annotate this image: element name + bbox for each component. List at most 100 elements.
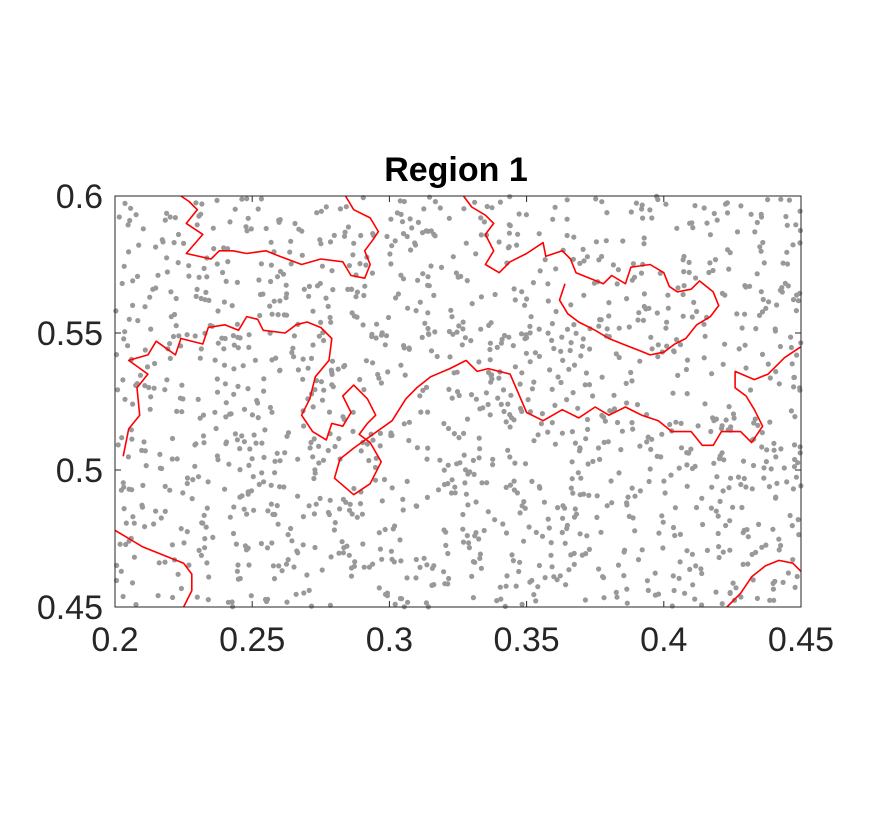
data-point	[249, 412, 255, 418]
data-point	[795, 517, 801, 523]
data-point	[670, 573, 676, 579]
data-point	[301, 286, 307, 292]
data-point	[125, 222, 131, 228]
data-point	[426, 331, 432, 337]
data-point	[144, 364, 151, 370]
data-point	[709, 484, 715, 490]
data-point	[178, 585, 184, 592]
data-point	[715, 513, 721, 519]
data-point	[745, 561, 751, 567]
data-point	[268, 482, 274, 488]
data-point	[200, 412, 207, 418]
data-point	[369, 270, 375, 276]
data-point	[492, 517, 498, 523]
data-point	[531, 379, 537, 385]
data-point	[773, 369, 779, 375]
data-point	[779, 285, 785, 291]
data-point	[564, 397, 570, 403]
data-point	[404, 478, 410, 484]
data-point	[759, 309, 766, 315]
data-point	[360, 322, 366, 328]
data-point	[624, 600, 630, 606]
data-point	[415, 277, 421, 283]
data-point	[312, 387, 318, 393]
data-point	[566, 366, 572, 372]
data-point	[398, 272, 404, 278]
data-point	[277, 298, 283, 304]
data-point	[468, 338, 474, 344]
data-point	[571, 514, 578, 520]
data-point	[552, 441, 559, 447]
data-point	[717, 498, 723, 504]
boundary-line-1	[122, 315, 802, 496]
data-point	[670, 390, 676, 396]
data-point	[354, 514, 360, 520]
data-point	[272, 470, 278, 476]
data-point	[455, 274, 461, 280]
data-point	[377, 443, 383, 449]
data-point	[506, 230, 512, 236]
data-point	[639, 206, 645, 212]
data-point	[339, 539, 345, 545]
data-point	[549, 420, 555, 426]
x-tick-label: 0.25	[219, 621, 285, 659]
data-point	[352, 559, 358, 565]
data-point	[578, 475, 584, 481]
data-point	[304, 572, 310, 578]
data-point	[125, 343, 131, 349]
data-point	[421, 555, 427, 561]
data-point	[542, 257, 548, 263]
data-point	[613, 589, 619, 596]
data-point	[560, 357, 566, 363]
data-point	[581, 491, 587, 497]
data-point	[702, 333, 708, 339]
data-point	[167, 487, 173, 493]
data-point	[646, 305, 652, 311]
data-point	[397, 198, 403, 204]
data-point	[629, 420, 635, 426]
data-point	[147, 406, 153, 412]
data-point	[358, 448, 364, 454]
data-point	[342, 229, 348, 235]
data-point	[517, 510, 523, 516]
data-point	[373, 335, 379, 341]
data-point	[481, 219, 487, 225]
data-point	[131, 554, 137, 560]
data-point	[753, 549, 759, 556]
data-point	[747, 283, 753, 289]
data-point	[331, 232, 337, 238]
data-point	[672, 532, 678, 539]
data-point	[249, 456, 255, 462]
boundary-line-2	[180, 195, 380, 279]
data-point	[751, 420, 757, 426]
data-point	[672, 505, 679, 511]
data-point	[614, 594, 620, 600]
data-point	[551, 345, 557, 352]
data-point	[634, 402, 641, 408]
data-point	[559, 529, 565, 536]
data-point	[532, 350, 539, 356]
data-point	[740, 530, 746, 536]
data-point	[340, 496, 346, 502]
data-point	[401, 345, 407, 351]
data-point	[202, 297, 208, 303]
boundary-line-4	[114, 529, 193, 608]
data-point	[505, 245, 511, 251]
data-point	[402, 372, 408, 378]
data-point	[730, 411, 737, 417]
data-point	[575, 470, 581, 476]
data-point	[269, 540, 275, 546]
data-point	[511, 478, 517, 484]
data-point	[510, 343, 516, 349]
data-point	[754, 595, 761, 602]
data-point	[234, 321, 240, 327]
data-point	[601, 439, 607, 445]
data-point	[350, 252, 356, 258]
data-point	[712, 257, 719, 263]
data-point	[246, 344, 252, 350]
data-point	[768, 466, 774, 472]
data-point	[670, 524, 677, 531]
data-point	[624, 502, 630, 508]
data-point	[553, 308, 559, 315]
data-point	[463, 240, 469, 246]
